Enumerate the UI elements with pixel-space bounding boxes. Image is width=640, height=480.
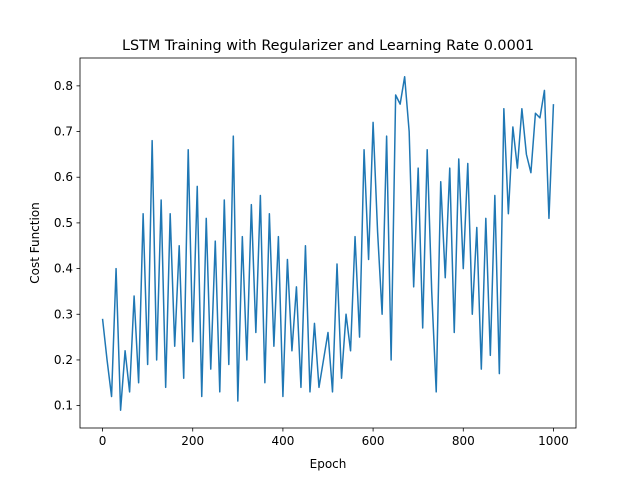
x-tick-label: 800	[452, 434, 475, 448]
y-tick-label: 0.8	[54, 79, 73, 93]
y-tick-label: 0.6	[54, 170, 73, 184]
x-tick-label: 600	[362, 434, 385, 448]
chart-title: LSTM Training with Regularizer and Learn…	[122, 38, 534, 54]
x-tick-label: 400	[271, 434, 294, 448]
x-tick-label: 0	[99, 434, 107, 448]
data-line	[101, 75, 555, 411]
y-tick-label: 0.5	[54, 216, 73, 230]
y-tick-label: 0.7	[54, 125, 73, 139]
x-tick-label: 200	[181, 434, 204, 448]
y-tick-label: 0.2	[54, 353, 73, 367]
y-axis-label: Cost Function	[28, 202, 42, 284]
x-tick-label: 1000	[538, 434, 569, 448]
y-tick-label: 0.3	[54, 307, 73, 321]
x-axis-label: Epoch	[310, 457, 347, 471]
y-tick-label: 0.4	[54, 262, 73, 276]
y-tick-label: 0.1	[54, 399, 73, 413]
plot-frame	[79, 57, 577, 429]
